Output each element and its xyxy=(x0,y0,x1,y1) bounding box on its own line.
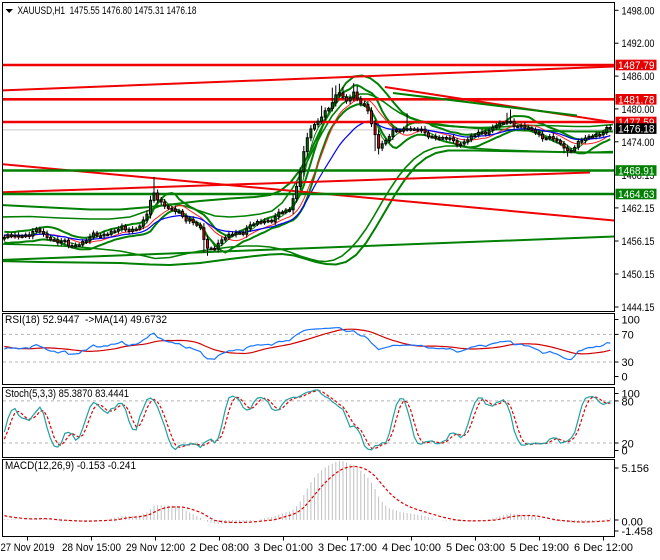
svg-text:5.156: 5.156 xyxy=(622,463,650,475)
svg-text:1481.78: 1481.78 xyxy=(618,94,655,106)
svg-text:1474.00: 1474.00 xyxy=(622,137,655,149)
svg-text:1456.15: 1456.15 xyxy=(622,236,655,248)
svg-text:XAUUSD,H1 1475.55 1476.80 147: XAUUSD,H1 1475.55 1476.80 1475.31 1476.1… xyxy=(18,5,197,17)
svg-text:100: 100 xyxy=(622,389,640,401)
svg-text:27 Nov 2019: 27 Nov 2019 xyxy=(1,542,55,554)
svg-text:1480.00: 1480.00 xyxy=(622,104,655,116)
svg-text:0: 0 xyxy=(622,372,628,384)
svg-text:0.00: 0.00 xyxy=(622,517,643,529)
svg-text:4 Dec 10:00: 4 Dec 10:00 xyxy=(382,542,441,554)
svg-text:0: 0 xyxy=(622,446,628,458)
svg-text:5 Dec 03:00: 5 Dec 03:00 xyxy=(446,542,505,554)
svg-text:20: 20 xyxy=(622,439,634,451)
svg-text:1492.00: 1492.00 xyxy=(622,38,655,50)
svg-text:1486.00: 1486.00 xyxy=(622,71,655,83)
svg-text:1462.15: 1462.15 xyxy=(622,203,655,215)
svg-text:1464.63: 1464.63 xyxy=(618,189,655,201)
svg-text:1444.15: 1444.15 xyxy=(622,302,655,314)
svg-text:1476.18: 1476.18 xyxy=(618,124,655,136)
svg-text:1468.91: 1468.91 xyxy=(618,166,655,178)
svg-text:29 Nov 12:00: 29 Nov 12:00 xyxy=(126,542,185,554)
svg-text:1487.79: 1487.79 xyxy=(618,60,655,72)
svg-text:70: 70 xyxy=(622,330,634,342)
svg-text:80: 80 xyxy=(622,397,634,409)
svg-text:100: 100 xyxy=(622,315,640,327)
svg-text:30: 30 xyxy=(622,357,634,369)
svg-text:3 Dec 01:00: 3 Dec 01:00 xyxy=(254,542,313,554)
svg-text:5 Dec 19:00: 5 Dec 19:00 xyxy=(510,542,569,554)
svg-text:6 Dec 12:00: 6 Dec 12:00 xyxy=(574,542,633,554)
svg-text:MACD(12,26,9) -0.153 -0.241: MACD(12,26,9) -0.153 -0.241 xyxy=(5,460,136,472)
svg-text:28 Nov 15:00: 28 Nov 15:00 xyxy=(62,542,121,554)
svg-text:1498.00: 1498.00 xyxy=(622,5,655,17)
svg-text:3 Dec 17:00: 3 Dec 17:00 xyxy=(318,542,377,554)
svg-text:-1.458: -1.458 xyxy=(622,526,653,538)
svg-text:2 Dec 08:00: 2 Dec 08:00 xyxy=(190,542,249,554)
svg-text:RSI(18) 52.9447 ->MA(14) 49.6: RSI(18) 52.9447 ->MA(14) 49.6732 xyxy=(5,314,167,326)
svg-text:1450.15: 1450.15 xyxy=(622,269,655,281)
svg-text:Stoch(5,3,3) 85.3870 83.4441: Stoch(5,3,3) 85.3870 83.4441 xyxy=(5,388,129,400)
